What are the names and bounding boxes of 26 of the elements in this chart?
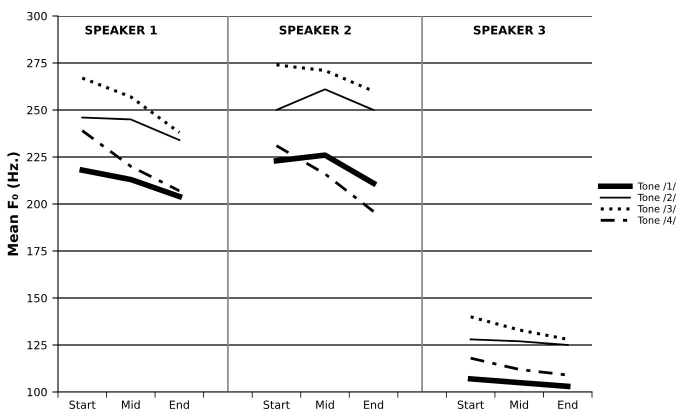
y-tick-label: 150 [28, 294, 47, 302]
y-tick-label: 175 [28, 247, 47, 256]
x-tick-label: End [558, 400, 578, 409]
y-tick-label: 250 [27, 106, 47, 114]
y-tick-label: 225 [27, 152, 47, 162]
x-tick-label: Mid [316, 400, 334, 409]
y-tick-label: 300 [27, 12, 47, 20]
x-tick-label: End [364, 400, 384, 409]
x-tick-label: Start [69, 400, 96, 409]
y-axis-title: Mean F₀ (Hz.) [7, 152, 20, 256]
legend-label: Tone /1/ [638, 182, 676, 191]
x-tick-label: Start [264, 400, 290, 409]
annotation: SPEAKER 1 [85, 26, 157, 35]
legend-label: Tone /3/ [638, 205, 676, 214]
x-tick-label: Mid [510, 400, 528, 409]
x-tick-label: Start [458, 400, 484, 409]
x-tick-label: End [170, 400, 189, 409]
y-tick-label: 100 [28, 388, 47, 396]
y-tick-label: 200 [27, 200, 47, 208]
legend-label: Tone /4/ [638, 216, 676, 225]
legend-label: Tone /2/ [638, 194, 676, 202]
annotation: SPEAKER 3 [474, 26, 546, 35]
y-tick-label: 275 [27, 58, 47, 68]
y-tick-label: 125 [28, 340, 47, 350]
annotation: SPEAKER 2 [280, 26, 351, 35]
x-tick-label: Mid [122, 400, 140, 409]
